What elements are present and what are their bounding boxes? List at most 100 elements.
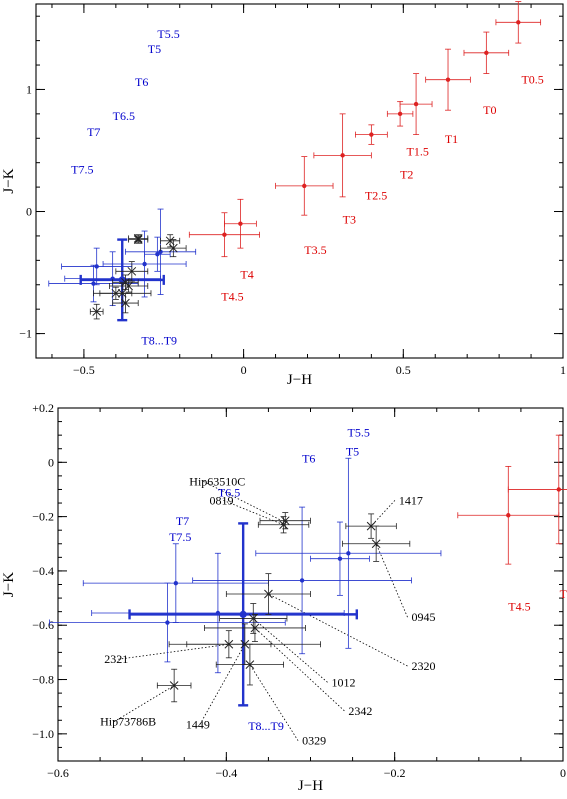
- dot-marker: [397, 111, 403, 117]
- dot-marker: [118, 276, 126, 284]
- y-tick-label: −0.4: [32, 564, 54, 578]
- red-data-point: [224, 198, 257, 249]
- object-label: 0945: [412, 610, 436, 624]
- red-data-point: [463, 31, 510, 74]
- dot-marker: [173, 580, 179, 586]
- red-data-point: [386, 101, 414, 127]
- spectral-type-label: T5.5: [348, 426, 370, 440]
- black-data-point: [156, 668, 192, 703]
- x-tick-label: −0.6: [47, 766, 69, 780]
- cross-marker: [121, 298, 130, 308]
- dot-marker: [413, 101, 419, 107]
- dot-marker: [445, 77, 451, 82]
- black-data-point: [99, 286, 133, 300]
- object-label: 1417: [399, 493, 423, 507]
- object-label: 2342: [348, 704, 372, 718]
- spectral-type-label: T5: [148, 42, 161, 56]
- spectral-type-label: T8...T9: [248, 719, 284, 733]
- blue-data-point: [64, 251, 161, 306]
- red-data-point: [275, 156, 334, 216]
- object-label: 0819: [210, 493, 234, 507]
- cross-marker: [224, 639, 234, 649]
- plot-frame: [35, 3, 564, 359]
- blue-data-point: [310, 521, 370, 596]
- leader-line: [249, 664, 299, 741]
- blue-data-point: [79, 238, 165, 322]
- dot-marker: [91, 281, 96, 286]
- spectral-type-label: T3.5: [304, 243, 326, 257]
- blue-data-point: [144, 236, 171, 272]
- black-data-point: [115, 261, 149, 282]
- cross-marker: [168, 243, 178, 253]
- dot-marker: [484, 50, 489, 56]
- cross-marker: [92, 307, 102, 316]
- dot-marker: [222, 232, 227, 237]
- blue-data-point: [128, 522, 358, 707]
- x-tick-label: −0.4: [215, 766, 237, 780]
- black-data-point: [345, 513, 397, 539]
- black-data-point: [112, 292, 139, 314]
- spectral-type-label: T3: [343, 213, 356, 227]
- spectral-type-label: T1.5: [406, 144, 428, 158]
- dot-marker: [165, 620, 170, 625]
- cross-marker: [169, 681, 179, 690]
- red-data-point: [507, 434, 567, 545]
- leader-line: [118, 643, 229, 660]
- dot-marker: [346, 551, 351, 556]
- cross-marker: [133, 235, 143, 244]
- spectral-type-label: T5: [346, 445, 359, 459]
- dot-marker: [302, 183, 307, 189]
- spectral-type-label: T2.5: [365, 188, 387, 202]
- black-data-point: [342, 525, 411, 562]
- leader-line: [203, 481, 283, 522]
- black-data-point: [257, 516, 310, 534]
- cross-marker: [165, 236, 175, 246]
- spectral-type-label: T6.5: [113, 109, 135, 123]
- black-data-point: [160, 239, 187, 258]
- x-tick-label: 0.5: [396, 363, 411, 377]
- spectral-type-label: T8...T9: [141, 334, 177, 348]
- spectral-type-label: T7.5: [71, 163, 93, 177]
- black-data-point: [204, 613, 306, 642]
- red-data-point: [399, 73, 433, 136]
- red-data-point: [457, 465, 560, 565]
- black-data-point: [225, 573, 311, 615]
- object-label: 2321: [104, 652, 128, 666]
- spectral-type-label: T6.5: [218, 485, 240, 499]
- top-chart: −0.5 0 0.5 1 −1 0 1 J−H J−K T0.5 T0 T1 T1.5 T2 T2.5 T3 T…: [1, 1, 566, 388]
- dot-marker: [556, 487, 561, 492]
- dot-marker: [337, 556, 343, 561]
- dot-marker: [369, 132, 374, 137]
- cross-marker: [366, 521, 376, 531]
- black-data-point: [186, 630, 272, 659]
- x-axis-label: J−H: [298, 778, 323, 794]
- dot-marker: [506, 513, 511, 518]
- y-tick-label: −1.0: [32, 727, 54, 741]
- black-data-point: [219, 603, 288, 634]
- cross-marker: [250, 623, 260, 633]
- red-data-point: [425, 48, 471, 111]
- cross-marker: [127, 266, 137, 276]
- spectral-type-label: T2: [400, 168, 413, 182]
- blue-data-point: [125, 208, 197, 295]
- object-label: Hip63510C: [189, 474, 245, 488]
- cross-marker: [124, 281, 133, 291]
- y-tick-label: 1: [26, 82, 32, 96]
- bottom-chart: −0.6 −0.4 −0.2 0 +0.2 0 −0.2 −0.4 −0.6 −0.8 −1.0 J−…: [1, 401, 567, 794]
- x-tick-label: 0: [241, 363, 247, 377]
- y-tick-label: −0.2: [32, 510, 54, 524]
- x-tick-label: 0: [560, 766, 566, 780]
- cross-marker: [264, 589, 273, 599]
- spectral-type-label: T4.5: [508, 599, 530, 613]
- spectral-type-label: T6: [302, 451, 315, 465]
- cross-marker: [279, 520, 288, 530]
- blue-data-point: [82, 543, 269, 623]
- object-label: 1012: [332, 675, 356, 689]
- red-data-point: [495, 1, 542, 44]
- spectral-type-label: T0: [483, 103, 496, 117]
- leader-line: [113, 685, 175, 723]
- spectral-type-label: T1: [445, 132, 458, 146]
- dot-marker: [299, 578, 305, 583]
- leader-line: [223, 500, 284, 526]
